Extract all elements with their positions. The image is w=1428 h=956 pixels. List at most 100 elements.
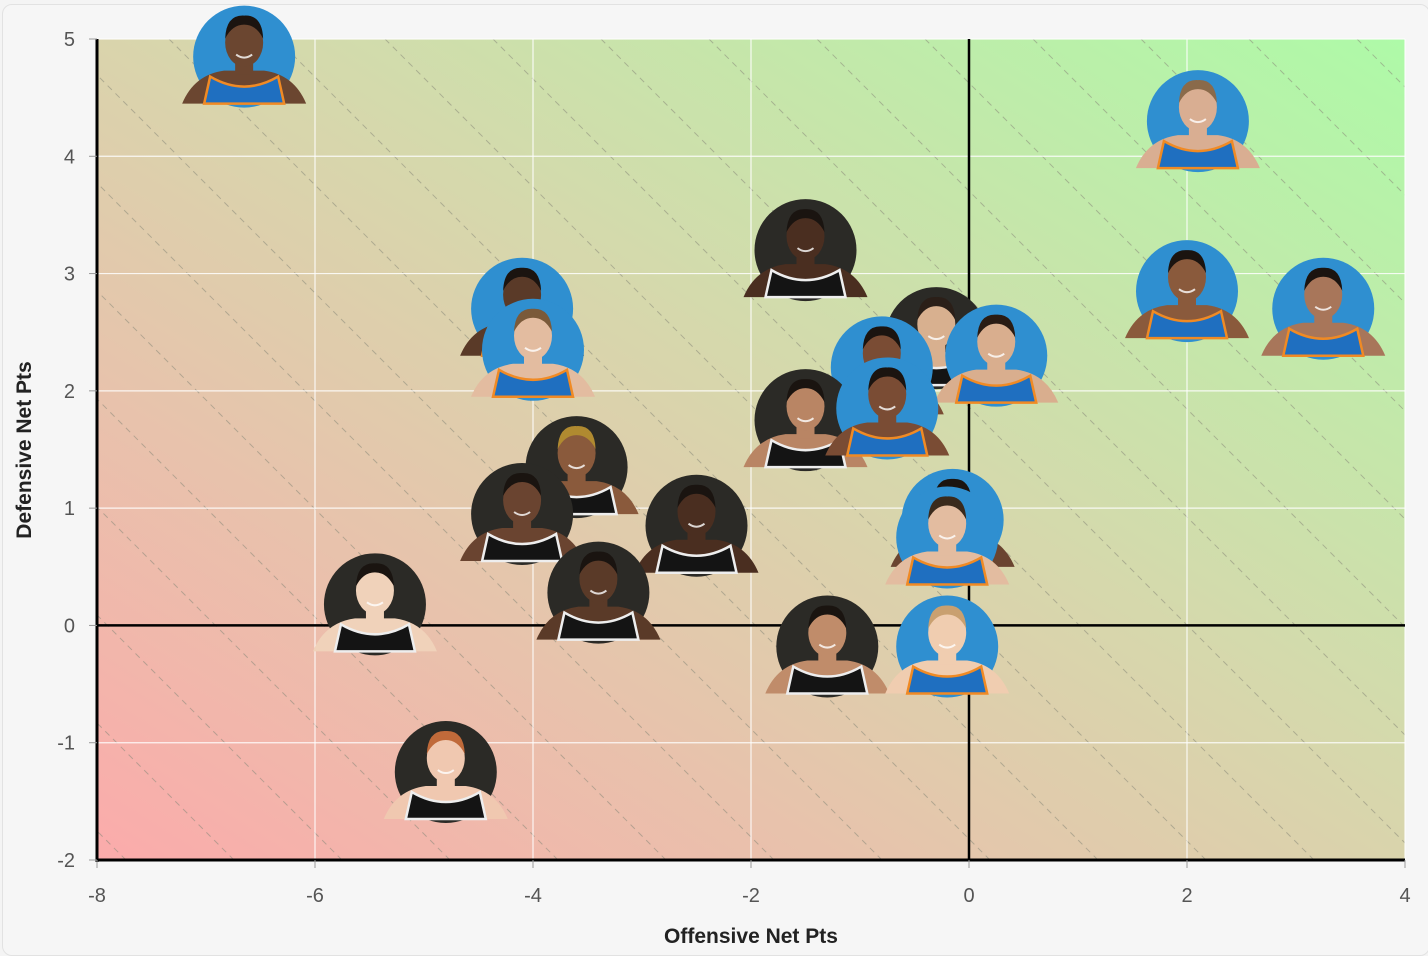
player-point[interactable]: [634, 474, 759, 577]
player-point[interactable]: [885, 486, 1010, 589]
player-jersey: [556, 610, 640, 641]
player-smile: [796, 417, 815, 423]
player-hair: [1168, 250, 1206, 274]
x-tick-label: 0: [963, 885, 974, 907]
player-smile: [1178, 288, 1196, 294]
x-tick-label: 4: [1399, 885, 1410, 907]
player-smile: [938, 534, 956, 540]
player-head: [355, 566, 394, 615]
player-smile: [589, 589, 607, 595]
player-jersey: [905, 664, 989, 695]
player-point[interactable]: [460, 463, 585, 566]
player-head: [1178, 83, 1217, 132]
player-hair: [514, 308, 552, 332]
player-hair: [225, 15, 264, 39]
x-tick-label: -8: [88, 885, 106, 907]
diagonal-guide-line: [1032, 39, 1405, 412]
player-jersey: [905, 555, 989, 586]
player-head: [786, 212, 825, 261]
y-tick-label: 5: [64, 29, 75, 51]
player-smile: [927, 335, 945, 341]
player-hair: [977, 314, 1016, 338]
player-point[interactable]: [1135, 70, 1260, 173]
player-point[interactable]: [885, 595, 1010, 698]
player-jersey: [845, 426, 929, 457]
diagonal-guide-line: [384, 39, 1207, 860]
y-tick-label: 2: [64, 381, 75, 403]
player-hair: [928, 605, 967, 629]
player-point[interactable]: [182, 5, 307, 108]
player-jersey: [480, 532, 564, 563]
x-axis-title: Offensive Net Pts: [664, 925, 838, 948]
player-point[interactable]: [1125, 240, 1249, 343]
player-hair: [862, 326, 901, 350]
player-point[interactable]: [765, 595, 890, 698]
player-head: [808, 608, 847, 657]
player-point[interactable]: [743, 369, 868, 472]
player-head: [557, 429, 596, 478]
player-hair: [426, 730, 465, 755]
player-head: [868, 370, 907, 419]
player-jersey: [333, 622, 417, 653]
player-head: [579, 554, 618, 603]
y-axis-title: Defensive Net Pts: [13, 361, 36, 538]
diagonal-guide-line: [168, 39, 991, 860]
player-jersey: [954, 373, 1038, 404]
player-point[interactable]: [383, 721, 508, 824]
player-smile: [818, 643, 836, 649]
player-hair: [579, 551, 618, 575]
y-tick-label: -2: [57, 850, 75, 872]
diagonal-guide-line: [97, 614, 343, 860]
player-jersey: [1145, 309, 1229, 340]
player-head: [1304, 270, 1343, 319]
player-hair: [1178, 80, 1217, 104]
player-head: [426, 734, 465, 783]
y-tick-label: -1: [57, 733, 75, 755]
player-point[interactable]: [471, 298, 595, 401]
player-hair: [503, 472, 542, 497]
player-smile: [878, 405, 896, 411]
player-head: [677, 487, 716, 536]
player-point[interactable]: [312, 553, 437, 656]
diagonal-guide-line: [1140, 39, 1405, 304]
player-smile: [687, 522, 706, 528]
x-tick-label: -6: [306, 885, 324, 907]
player-head: [1168, 253, 1206, 302]
player-hair: [503, 267, 542, 291]
player-point[interactable]: [934, 304, 1059, 407]
player-smile: [938, 643, 956, 649]
player-point[interactable]: [825, 357, 950, 460]
player-head: [514, 311, 552, 360]
player-point[interactable]: [536, 541, 661, 644]
y-tick-label: 4: [64, 146, 75, 168]
player-smile: [235, 53, 253, 59]
y-tick-label: 0: [64, 615, 75, 637]
player-hair: [928, 496, 967, 520]
player-smile: [987, 352, 1005, 358]
player-hair: [1304, 267, 1343, 291]
player-point[interactable]: [743, 199, 868, 302]
player-hair: [808, 605, 847, 629]
y-tick-label: 3: [64, 264, 75, 286]
player-jersey: [1281, 326, 1365, 358]
diagonal-guide-line: [1248, 39, 1405, 196]
x-tick-label: -4: [524, 885, 542, 907]
player-head: [503, 476, 542, 525]
player-hair: [933, 478, 972, 502]
player-smile: [437, 769, 455, 775]
player-jersey: [763, 268, 848, 299]
player-point[interactable]: [1261, 257, 1386, 360]
player-jersey: [1156, 139, 1240, 170]
player-head: [928, 499, 967, 548]
player-jersey: [654, 543, 739, 574]
diagonal-guide-line: [816, 39, 1405, 628]
player-hair: [868, 367, 907, 391]
diagonal-guide-line: [924, 39, 1405, 520]
player-hair: [677, 484, 716, 508]
diagonal-guide-line: [97, 290, 667, 860]
player-jersey: [202, 74, 286, 105]
chart-card: -8 -6 -4 -2 0 2 4 -2 -1 0 1 2 3 4 5 Offensive Net Pts…: [2, 4, 1428, 956]
diagonal-guide-line: [97, 506, 451, 860]
player-smile: [366, 601, 384, 607]
